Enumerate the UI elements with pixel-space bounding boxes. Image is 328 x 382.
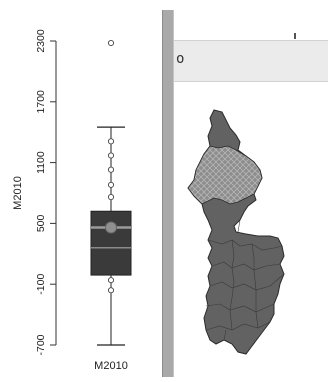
outlier-point-2	[107, 152, 115, 159]
outlier-point-6	[107, 277, 115, 284]
x-category-label: M2010	[94, 360, 128, 372]
boxplot-chart: 2300 1700 1100 500 -100 -700 M2010 M2010	[12, 29, 132, 372]
outlier-point-1	[107, 138, 115, 145]
y-axis: 2300 1700 1100 500 -100 -700	[35, 29, 57, 356]
outlier-point-3	[107, 166, 115, 173]
map-header-bar: o	[174, 40, 328, 82]
box-layer	[90, 39, 132, 346]
y-axis-label: M2010	[12, 176, 24, 210]
y-tick-label-2: 1100	[35, 151, 47, 174]
highlighted-subregion[interactable]	[187, 145, 263, 205]
y-tick-label-4: -100	[35, 274, 47, 295]
y-tick-label-5: -700	[35, 334, 47, 355]
map-header-label: o	[176, 51, 185, 67]
district-boundaries	[205, 219, 285, 341]
mean-marker	[105, 221, 117, 234]
y-tick-label-1: 1700	[35, 90, 47, 114]
region-map[interactable]	[174, 0, 328, 377]
outlier-point-0	[107, 39, 115, 47]
iqr-box	[90, 210, 132, 276]
map-panel: o	[174, 0, 328, 377]
panel-splitter[interactable]	[162, 10, 174, 377]
y-tick-label-3: 500	[35, 214, 47, 232]
map-marker-tick	[294, 33, 296, 39]
region-shape[interactable]	[187, 109, 285, 355]
outlier-point-4	[107, 181, 115, 188]
boxplot-panel: 2300 1700 1100 500 -100 -700 M2010 M2010	[0, 0, 162, 377]
outlier-point-5	[107, 194, 115, 201]
y-tick-label-0: 2300	[35, 29, 47, 53]
outlier-point-7	[107, 287, 115, 294]
